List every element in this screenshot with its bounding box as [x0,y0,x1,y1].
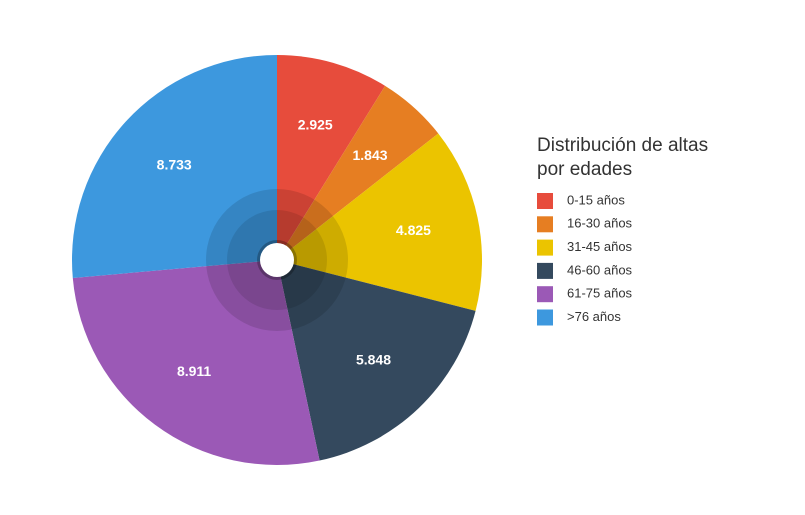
data-label: 5.848 [356,351,391,367]
data-label: 4.825 [396,222,431,238]
pie-slice [277,85,439,260]
pie-slice [277,133,482,311]
pie-slice [277,55,386,260]
legend-swatch [537,286,553,303]
legend-label: 46-60 años [567,262,633,277]
legend-swatch [537,193,553,209]
pie-slice [72,260,320,465]
pie-slice [71,55,277,278]
chart-title: Distribución de altas por edades [537,135,709,180]
center-hole [260,243,294,277]
legend-label: 31-45 años [567,239,633,254]
data-label: 8.733 [157,157,192,173]
legend-swatch [537,239,553,256]
legend-label: >76 años [567,309,621,324]
legend-label: 0-15 años [567,192,625,207]
legend-label: 61-75 años [567,286,633,301]
legend-swatch [537,309,553,326]
data-label: 2.925 [298,117,333,133]
data-label: 1.843 [352,147,387,163]
legend-swatch [537,262,553,279]
data-label: 8.911 [177,363,211,379]
legend-swatch [537,216,553,233]
legend-label: 16-30 años [567,216,633,231]
pie-slice [277,260,476,461]
